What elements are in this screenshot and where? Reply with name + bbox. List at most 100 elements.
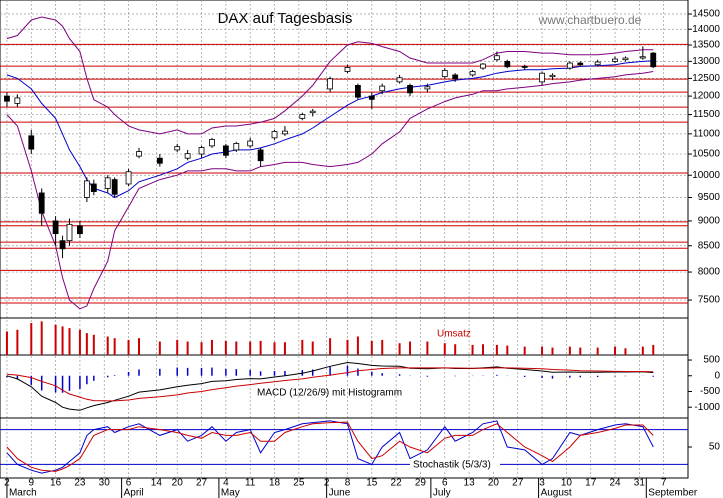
candle-body (299, 114, 306, 119)
candle-body (59, 240, 66, 250)
indicator-line (6, 367, 654, 402)
month-label: May (221, 488, 240, 498)
candle-body (282, 130, 288, 135)
plot-frame (0, 0, 689, 479)
candle-body (441, 70, 448, 78)
candle-body (396, 77, 403, 83)
candle-body (354, 84, 361, 98)
y-tick-label: 14500 (692, 9, 720, 20)
candle-body (209, 139, 215, 147)
y-tick-label: 14000 (692, 24, 720, 35)
x-tick-label: 8 (345, 478, 351, 489)
candle-body (650, 52, 657, 68)
candle-body (309, 110, 316, 114)
candle-body (594, 61, 601, 66)
panel-label: Umsatz (437, 329, 471, 340)
y-tick-label: 9500 (698, 192, 721, 203)
y-tick-label: 12500 (692, 73, 720, 84)
y-tick-label: 12000 (692, 91, 720, 102)
candle-body (379, 85, 386, 92)
y-tick-label: 11000 (693, 129, 721, 140)
x-tick-label: 24 (609, 478, 621, 489)
month-label: September (648, 488, 698, 498)
x-tick-label: 9 (28, 478, 34, 489)
candle-body (271, 131, 278, 139)
month-label: April (124, 488, 144, 498)
candle-body (469, 71, 476, 76)
candle-body (14, 97, 21, 104)
x-tick-label: 15 (366, 478, 378, 489)
month-label: June (329, 488, 351, 498)
indicator-line (6, 71, 654, 310)
x-tick-label: 23 (74, 478, 86, 489)
x-tick-label: 20 (172, 478, 184, 489)
candle-body (344, 67, 351, 72)
x-tick-label: 17 (585, 478, 597, 489)
x-tick-label: 20 (488, 478, 500, 489)
x-tick-label: 14 (151, 478, 163, 489)
candle-body (521, 66, 528, 68)
indicator-line (6, 361, 654, 411)
candle-body (136, 151, 142, 157)
candle-body (539, 72, 545, 83)
candle-body (639, 56, 646, 59)
y-tick-label: 8000 (698, 267, 721, 278)
candle-body (4, 95, 10, 102)
candle-body (198, 147, 205, 155)
candle-body (257, 149, 264, 162)
candle-body (111, 179, 118, 195)
candle-body (424, 86, 431, 90)
x-tick-label: 3 (539, 478, 545, 489)
y-tick-label: -500 (700, 386, 720, 397)
candle-body (612, 58, 618, 62)
month-label: March (9, 488, 37, 498)
x-tick-label: 27 (196, 478, 208, 489)
label-bg (410, 459, 500, 470)
y-tick-label: 8500 (698, 240, 721, 251)
x-tick-label: 7 (661, 478, 667, 489)
indicator-line (6, 420, 654, 474)
candle-body (452, 74, 459, 80)
candle-body (368, 95, 375, 100)
candle-body (52, 220, 59, 235)
x-tick-label: 29 (415, 478, 427, 489)
y-tick-label: 0 (714, 370, 720, 381)
x-tick-label: 31 (634, 478, 646, 489)
candle-body (247, 140, 254, 147)
candle-body (480, 63, 486, 69)
candle-body (28, 135, 35, 150)
candle-body (66, 223, 73, 242)
source: www.chartbuero.de (538, 13, 642, 27)
candle-body (77, 225, 83, 235)
candle-body (104, 177, 111, 189)
y-tick-label: 7500 (698, 295, 721, 306)
x-tick-label: 18 (269, 478, 281, 489)
candle-body (577, 62, 584, 66)
y-tick-label: 500 (703, 355, 720, 366)
x-tick-label: 6 (442, 478, 448, 489)
x-tick-label: 25 (293, 478, 305, 489)
candle-body (549, 74, 556, 78)
x-tick-label: 11 (245, 478, 256, 489)
indicator-line (6, 421, 654, 472)
y-tick-label: 10000 (692, 170, 720, 181)
x-tick-label: 10 (561, 478, 573, 489)
candle-body (174, 146, 181, 151)
candle-body (222, 145, 229, 156)
x-tick-label: 4 (223, 478, 229, 489)
x-tick-label: 13 (464, 478, 476, 489)
y-tick-label: 13000 (692, 56, 720, 67)
candle-body (90, 183, 97, 192)
candle-body (156, 157, 163, 164)
y-tick-label: 13500 (692, 40, 720, 51)
candle-body (233, 143, 240, 151)
y-tick-label: 11500 (693, 109, 721, 120)
candle-body (566, 62, 573, 69)
y-tick-label: 10500 (692, 149, 720, 160)
candle-body (83, 180, 90, 198)
x-tick-label: 16 (50, 478, 62, 489)
panel-label: Stochastik (5/3/3) (413, 460, 491, 471)
month-label: July (433, 488, 451, 498)
indicator-line (6, 16, 654, 135)
